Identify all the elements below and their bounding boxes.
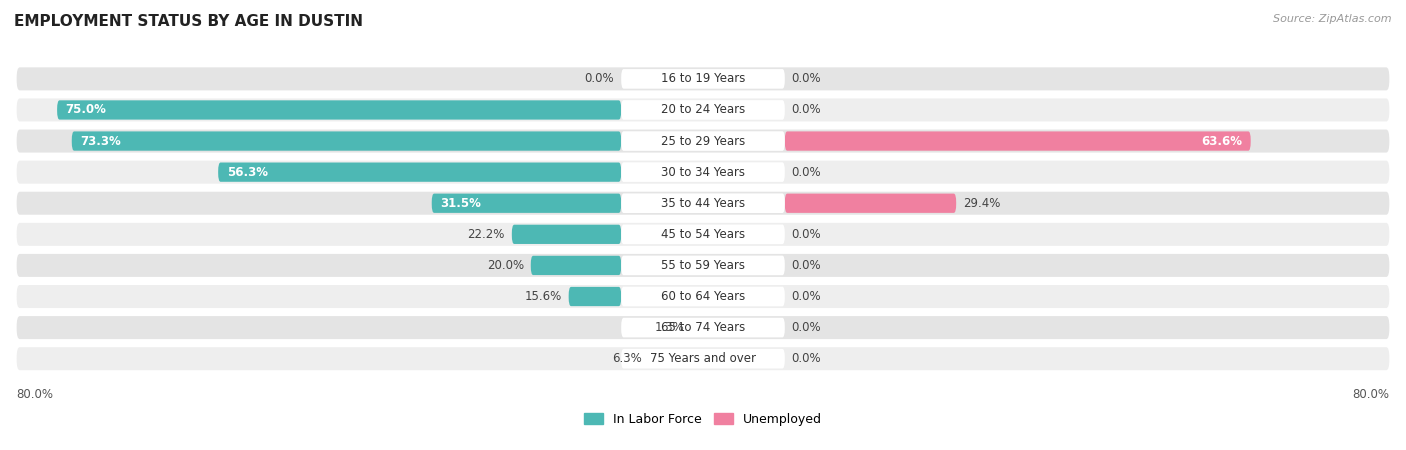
FancyBboxPatch shape [17,192,1389,215]
Text: 0.0%: 0.0% [792,290,821,303]
Text: 55 to 59 Years: 55 to 59 Years [661,259,745,272]
Text: 45 to 54 Years: 45 to 54 Years [661,228,745,241]
FancyBboxPatch shape [432,194,621,213]
FancyBboxPatch shape [17,130,1389,153]
Text: 31.5%: 31.5% [440,197,481,210]
FancyBboxPatch shape [17,347,1389,370]
FancyBboxPatch shape [621,287,785,306]
FancyBboxPatch shape [621,318,785,338]
Text: 73.3%: 73.3% [80,135,121,148]
FancyBboxPatch shape [58,100,621,120]
FancyBboxPatch shape [621,225,785,244]
FancyBboxPatch shape [512,225,621,244]
Text: 30 to 34 Years: 30 to 34 Years [661,166,745,179]
Text: 56.3%: 56.3% [226,166,267,179]
FancyBboxPatch shape [17,161,1389,184]
FancyBboxPatch shape [531,256,621,275]
Text: 75 Years and over: 75 Years and over [650,352,756,365]
Text: 0.0%: 0.0% [585,72,614,86]
FancyBboxPatch shape [621,69,785,89]
Text: 0.0%: 0.0% [792,321,821,334]
Text: 0.0%: 0.0% [792,104,821,117]
Text: 6.3%: 6.3% [612,352,643,365]
Text: 20.0%: 20.0% [486,259,524,272]
FancyBboxPatch shape [17,254,1389,277]
FancyBboxPatch shape [568,287,621,306]
FancyBboxPatch shape [17,316,1389,339]
FancyBboxPatch shape [785,194,956,213]
Legend: In Labor Force, Unemployed: In Labor Force, Unemployed [579,408,827,431]
Text: 0.0%: 0.0% [792,228,821,241]
Text: 63.6%: 63.6% [1201,135,1241,148]
Text: Source: ZipAtlas.com: Source: ZipAtlas.com [1274,14,1392,23]
Text: 35 to 44 Years: 35 to 44 Years [661,197,745,210]
Text: 25 to 29 Years: 25 to 29 Years [661,135,745,148]
FancyBboxPatch shape [17,285,1389,308]
FancyBboxPatch shape [17,68,1389,90]
FancyBboxPatch shape [621,162,785,182]
FancyBboxPatch shape [621,194,785,213]
Text: 29.4%: 29.4% [963,197,1001,210]
FancyBboxPatch shape [17,223,1389,246]
FancyBboxPatch shape [72,131,621,151]
FancyBboxPatch shape [785,131,1251,151]
Text: 65 to 74 Years: 65 to 74 Years [661,321,745,334]
FancyBboxPatch shape [621,131,785,151]
Text: 80.0%: 80.0% [1353,388,1389,401]
Text: 80.0%: 80.0% [17,388,53,401]
Text: EMPLOYMENT STATUS BY AGE IN DUSTIN: EMPLOYMENT STATUS BY AGE IN DUSTIN [14,14,363,28]
FancyBboxPatch shape [218,162,621,182]
Text: 1.3%: 1.3% [655,321,685,334]
Text: 0.0%: 0.0% [792,72,821,86]
Text: 20 to 24 Years: 20 to 24 Years [661,104,745,117]
Text: 22.2%: 22.2% [468,228,505,241]
FancyBboxPatch shape [621,349,785,369]
Text: 16 to 19 Years: 16 to 19 Years [661,72,745,86]
FancyBboxPatch shape [621,256,785,275]
Text: 0.0%: 0.0% [792,259,821,272]
Text: 75.0%: 75.0% [66,104,107,117]
Text: 60 to 64 Years: 60 to 64 Years [661,290,745,303]
Text: 15.6%: 15.6% [524,290,562,303]
FancyBboxPatch shape [621,100,785,120]
Text: 0.0%: 0.0% [792,166,821,179]
FancyBboxPatch shape [17,99,1389,122]
Text: 0.0%: 0.0% [792,352,821,365]
